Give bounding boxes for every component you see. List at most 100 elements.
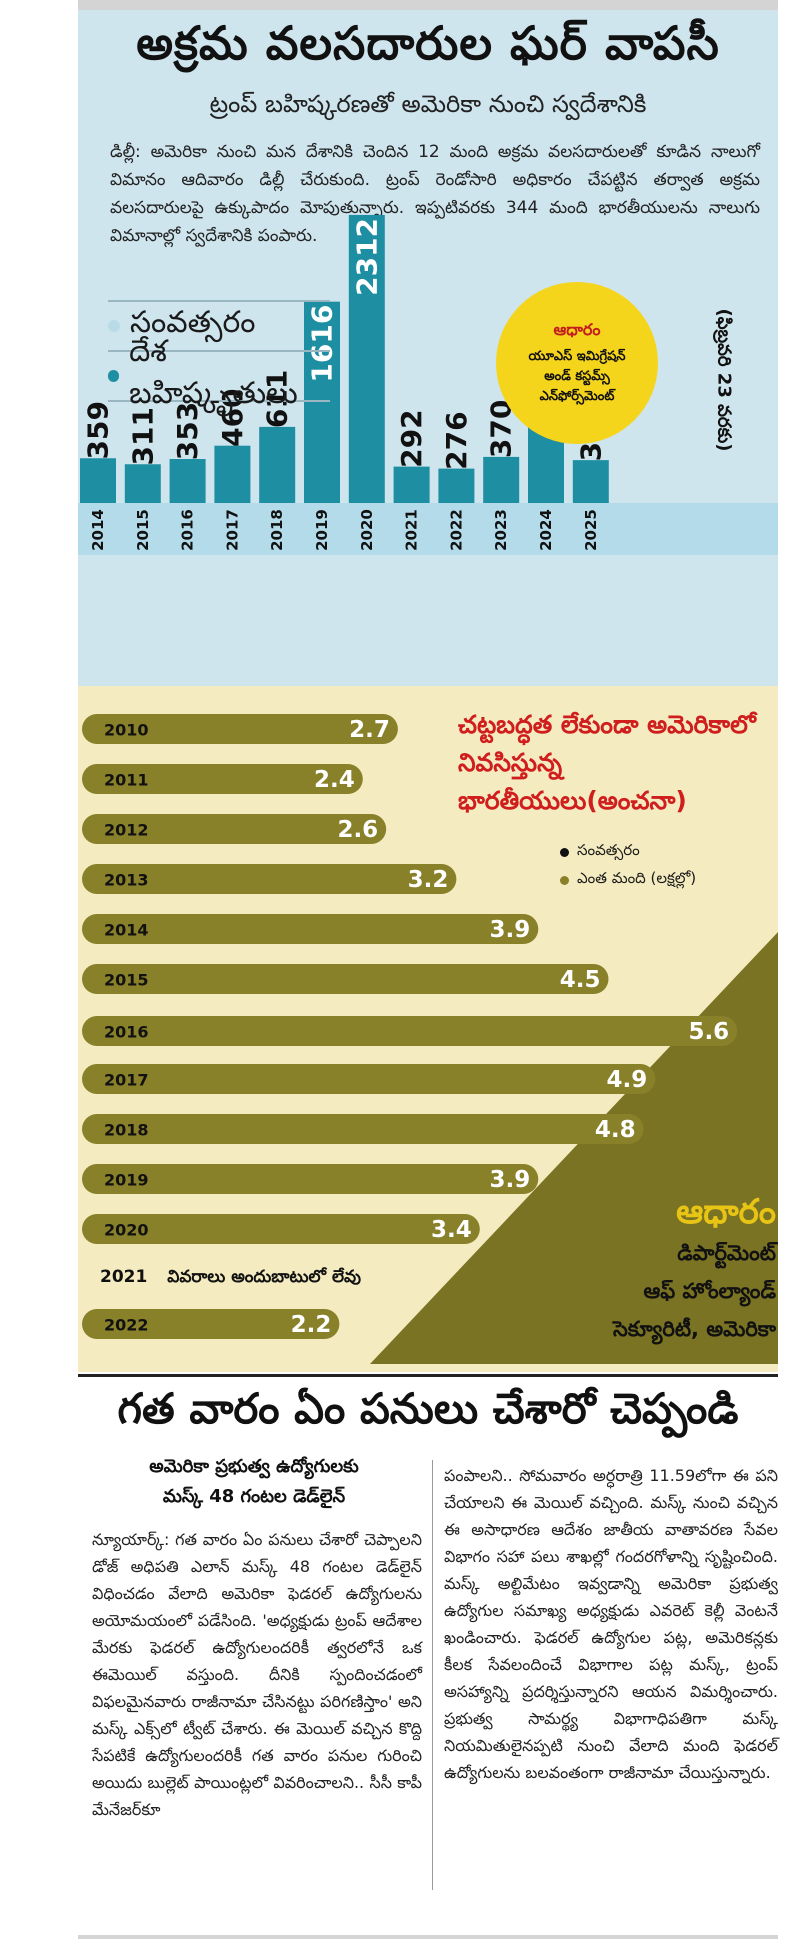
year-tick-label: 2015 — [134, 509, 152, 551]
year-tick-label: 2020 — [104, 1221, 149, 1240]
chart2-source-line: డిపార్ట్‌మెంట్ — [677, 1241, 776, 1265]
top-border — [78, 0, 778, 10]
year-tick-label: 2017 — [223, 509, 241, 551]
year-tick-label: 2024 — [537, 509, 555, 551]
page-headline: అక్రమ వలసదారుల ఘర్ వాపసీ — [136, 16, 720, 70]
chart1-source-line: యూఎస్ ఇమిగ్రేషన్ — [528, 348, 626, 364]
bar — [82, 914, 539, 944]
chart1-legend: సంవత్సరం దేశ బహిష్కృతులు — [108, 300, 330, 411]
bar — [393, 466, 430, 503]
missing-data-row: 2021 వివరాలు అందుబాటులో లేవు — [100, 1267, 375, 1291]
legend-entry-year: సంవత్సరం — [560, 838, 770, 866]
bar-value-label: 2.2 — [291, 1312, 332, 1338]
deportations-bar-chart: 359 2014 311 2015 353 2016 460 2017 611 2018 1616 2… — [78, 214, 778, 555]
chart1-source-line: ఎన్‌ఫోర్స్‌మెంట్ — [539, 388, 615, 404]
year-tick-label: 2016 — [104, 1023, 149, 1042]
chart1-source-title: ఆధారం — [553, 319, 601, 339]
year-tick-label: 2016 — [179, 509, 197, 551]
bar-value-label: 5.6 — [688, 1019, 729, 1045]
article-headline: గత వారం ఏం పనులు చేశారో చెప్పండి — [117, 1384, 739, 1433]
bar-value-label: 2312 — [350, 218, 383, 296]
bar-value-label: 2.7 — [349, 717, 390, 743]
bar-value-label: 359 — [82, 401, 115, 459]
chart1-source-line: అండ్ కస్టమ్స్ — [544, 368, 610, 384]
bar — [82, 1214, 480, 1244]
chart2-source-line: సెక్యూరిటీ, అమెరికా — [613, 1317, 776, 1341]
bar — [82, 764, 363, 794]
bar-value-label: 460 — [216, 388, 249, 446]
bar-value-label: 292 — [395, 409, 428, 467]
bar — [82, 864, 457, 894]
year-tick-label: 2012 — [104, 821, 149, 840]
bar — [259, 426, 296, 503]
article-kicker: అమెరికా ప్రభుత్వ ఉద్యోగులకు మస్క్ 48 గంట… — [78, 1452, 430, 1512]
bar — [214, 445, 251, 503]
bar-value-label: 3.9 — [490, 1167, 531, 1193]
illegal-residents-bar-chart: 2010 2.7 2011 2.4 2012 2.6 2013 3.2 2014 3.9 2015 4… — [82, 714, 778, 1364]
bar-value-label: 611 — [261, 370, 294, 428]
year-tick-label: 2023 — [492, 509, 510, 551]
bar — [124, 464, 161, 503]
missing-data-note: వివరాలు అందుబాటులో లేవు — [167, 1267, 361, 1287]
legend-dot-light — [108, 320, 120, 332]
legend-entry-count: ఎంత మంది (లక్షల్లో) — [560, 866, 770, 894]
bar — [80, 458, 116, 503]
bar-value-label: 311 — [126, 407, 159, 465]
chart2-source-title: ఆధారం — [676, 1192, 776, 1232]
legend-divider — [108, 350, 330, 352]
year-tick-label: 2014 — [104, 921, 149, 940]
deportation-panel — [78, 10, 778, 686]
year-tick-label: 2022 — [104, 1316, 149, 1335]
bar — [82, 1164, 539, 1194]
kicker-line: అమెరికా ప్రభుత్వ ఉద్యోగులకు — [149, 1456, 359, 1477]
bar — [82, 814, 387, 844]
chart1-date-note: (ఫిబ్రవరి 23 వరకు) — [713, 308, 735, 452]
bar-value-label: 3.2 — [408, 867, 449, 893]
bar — [82, 1064, 656, 1094]
bar-value-label: 4.8 — [595, 1117, 636, 1143]
bar-value-label: 2.4 — [314, 767, 355, 793]
chart2-title: చట్టబద్ధత లేకుండా అమెరికాలో నివసిస్తున్న… — [458, 710, 756, 815]
bar — [82, 714, 398, 744]
article-column-1: న్యూయార్క్: గత వారం ఏం పనులు చేశారో చెప్… — [92, 1530, 422, 1819]
year-tick-label: 2011 — [104, 771, 149, 790]
chart2-source: ఆధారం డిపార్ట్‌మెంట్ ఆఫ్ హోంల్యాండ్ సెక్… — [596, 1190, 776, 1348]
legend-dot-teal — [108, 370, 120, 382]
section-rule — [78, 1374, 778, 1377]
legend-label-count: ఎంత మంది (లక్షల్లో) — [577, 869, 697, 887]
legend-dot-olive — [560, 875, 569, 885]
bar-value-label: 276 — [440, 411, 473, 469]
year-tick-label: 2013 — [104, 871, 149, 890]
chart1-source-bubble: ఆధారం యూఎస్ ఇమిగ్రేషన్ అండ్ కస్టమ్స్ ఎన్… — [496, 282, 658, 444]
bar — [572, 460, 609, 503]
bar-value-label: 4.5 — [560, 967, 601, 993]
bar — [483, 456, 520, 503]
legend-label-year: సంవత్సరం — [130, 305, 256, 340]
article-column-2: పంపాలని.. సోమవారం అర్ధరాత్రి 11.59లోగా ఈ… — [444, 1466, 778, 1782]
bar-value-label: 3.9 — [490, 917, 531, 943]
bar — [82, 964, 609, 994]
bar — [438, 468, 475, 503]
legend-divider — [108, 400, 330, 402]
legend-dot-black — [560, 847, 569, 857]
chart2-legend: సంవత్సరం ఎంత మంది (లక్షల్లో) — [560, 838, 770, 894]
bottom-border — [78, 1935, 778, 1939]
legend-entry-deportees: దేశ బహిష్కృతులు — [108, 334, 330, 411]
year-tick-label: 2021 — [403, 509, 421, 551]
column-divider — [432, 1460, 433, 1890]
year-tick-label: 2015 — [104, 971, 149, 990]
bar-value-label: 4.9 — [607, 1067, 648, 1093]
year-band — [78, 503, 778, 555]
year-tick-label: 2022 — [447, 509, 465, 551]
bar — [82, 1016, 738, 1046]
missing-year-label: 2021 — [100, 1267, 148, 1287]
year-tick-label: 2018 — [104, 1121, 149, 1140]
year-tick-label: 2017 — [104, 1071, 149, 1090]
bar — [348, 214, 385, 503]
year-tick-label: 2025 — [582, 509, 600, 551]
page-subheadline: ట్రంప్ బహిష్కరణతో అమెరికా నుంచి స్వదేశాన… — [209, 90, 647, 118]
year-tick-label: 2019 — [313, 509, 331, 551]
bar — [82, 1309, 340, 1339]
legend-entry-year: సంవత్సరం — [108, 302, 330, 350]
kicker-line: మస్క్ 48 గంటల డెడ్‌లైన్ — [162, 1486, 346, 1507]
